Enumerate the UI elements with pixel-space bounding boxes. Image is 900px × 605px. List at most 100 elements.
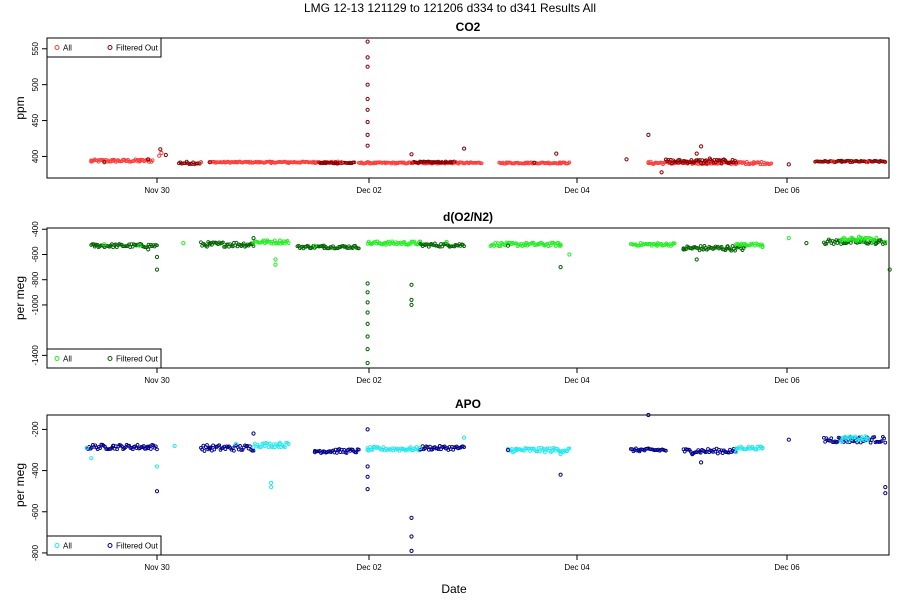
legend-label-all: All xyxy=(63,44,72,53)
cluster-point xyxy=(556,240,561,245)
point-filtered-out xyxy=(146,247,151,252)
legend-label-filtered-out: Filtered Out xyxy=(116,542,159,551)
point-filtered-out xyxy=(532,160,537,165)
point-filtered-out xyxy=(154,267,160,272)
x-tick-label: Dec 04 xyxy=(564,563,590,572)
cluster-point xyxy=(495,241,500,245)
point-all xyxy=(734,450,739,455)
point-filtered-out xyxy=(725,244,730,249)
point-all xyxy=(839,439,844,444)
cluster-point xyxy=(267,441,272,446)
point-all xyxy=(154,464,160,469)
cluster-point xyxy=(217,443,222,448)
point-all xyxy=(655,243,660,248)
cluster-point xyxy=(182,161,186,166)
cluster-point xyxy=(672,241,677,246)
point-all xyxy=(89,159,94,164)
point-filtered-out xyxy=(365,96,370,102)
point-filtered-out xyxy=(409,282,414,287)
cluster-point xyxy=(670,161,674,166)
cluster-point xyxy=(153,444,158,449)
panel-title: CO2 xyxy=(456,20,481,34)
point-all xyxy=(383,241,388,246)
point-all xyxy=(137,158,142,163)
y-tick-label: -400 xyxy=(31,221,40,238)
point-all xyxy=(269,480,274,485)
cluster-point xyxy=(135,442,140,447)
cluster-point xyxy=(882,436,886,441)
cluster-point xyxy=(141,444,146,448)
cluster-point xyxy=(872,435,877,439)
point-filtered-out xyxy=(409,515,414,521)
legend-marker-all xyxy=(54,543,60,548)
point-filtered-out xyxy=(681,247,686,252)
cluster-point xyxy=(259,445,263,449)
point-filtered-out xyxy=(887,267,892,272)
point-filtered-out xyxy=(154,254,160,260)
point-all xyxy=(523,160,528,165)
legend-marker-filtered-out xyxy=(107,356,113,361)
y-tick-label: -1400 xyxy=(31,345,40,366)
point-all xyxy=(646,160,651,165)
point-filtered-out xyxy=(365,334,370,339)
panel-title: d(O2/N2) xyxy=(443,210,493,224)
cluster-point xyxy=(98,446,102,450)
y-axis-label: per meg xyxy=(13,463,27,507)
cluster-point xyxy=(729,248,734,253)
cluster-point xyxy=(730,244,735,248)
cluster-point xyxy=(241,241,246,246)
cluster-point xyxy=(512,449,516,454)
cluster-point xyxy=(408,445,413,449)
point-filtered-out xyxy=(158,147,163,152)
point-all xyxy=(84,445,89,450)
cluster-point xyxy=(862,438,866,443)
x-tick-label: Nov 30 xyxy=(144,563,170,572)
cluster-point xyxy=(115,447,119,452)
cluster-point xyxy=(698,450,703,455)
point-filtered-out xyxy=(707,156,712,161)
legend-marker-all xyxy=(54,45,60,50)
point-filtered-out xyxy=(312,450,317,455)
cluster-point xyxy=(857,437,861,442)
legend-label-all: All xyxy=(63,355,72,364)
cluster-point xyxy=(272,445,277,450)
cluster-point xyxy=(202,449,207,453)
cluster-point xyxy=(418,239,423,244)
point-filtered-out xyxy=(646,412,651,418)
cluster-point xyxy=(212,447,217,452)
cluster-point xyxy=(855,440,859,445)
cluster-point xyxy=(550,449,555,453)
cluster-point xyxy=(344,451,349,455)
cluster-point xyxy=(238,444,242,448)
point-all xyxy=(264,239,269,244)
point-all xyxy=(760,244,765,249)
point-filtered-out xyxy=(146,445,151,450)
y-tick-label: 550 xyxy=(31,42,40,56)
figure-title: LMG 12-13 121129 to 121206 d334 to d341 … xyxy=(304,1,596,15)
point-all xyxy=(558,452,563,457)
y-tick-label: -1000 xyxy=(31,294,40,315)
point-all xyxy=(365,160,370,165)
point-all xyxy=(181,241,186,246)
point-all xyxy=(157,153,162,158)
x-tick-label: Dec 06 xyxy=(774,376,800,385)
y-tick-label: 400 xyxy=(31,149,40,163)
x-tick-label: Dec 04 xyxy=(564,186,590,195)
cluster-point xyxy=(462,445,466,449)
point-all xyxy=(558,243,563,248)
cluster-point xyxy=(251,448,256,453)
point-all xyxy=(409,160,414,165)
point-all xyxy=(742,242,748,247)
point-filtered-out xyxy=(690,452,695,457)
point-filtered-out xyxy=(365,143,370,148)
x-tick-label: Dec 04 xyxy=(564,376,590,385)
cluster-point xyxy=(553,244,558,248)
y-tick-label: -400 xyxy=(31,462,40,479)
point-filtered-out xyxy=(409,534,414,539)
point-filtered-out xyxy=(637,447,642,453)
cluster-point xyxy=(234,240,239,245)
point-all xyxy=(830,159,835,164)
point-all xyxy=(418,445,423,450)
cluster-point xyxy=(335,451,339,455)
